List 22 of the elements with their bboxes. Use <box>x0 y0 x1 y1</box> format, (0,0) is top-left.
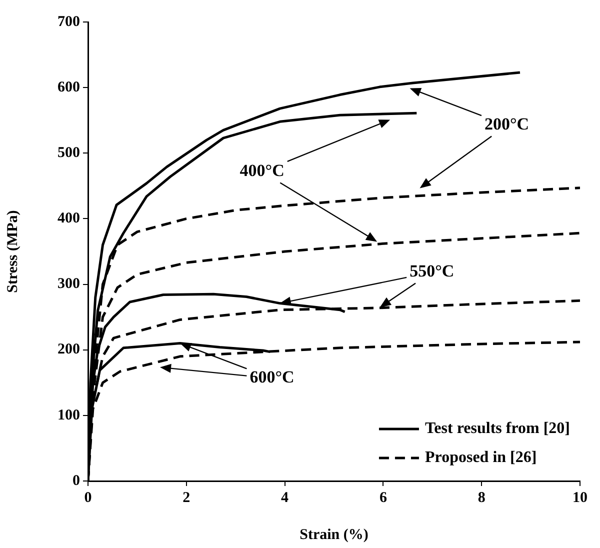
annotation: 600°C <box>250 368 294 387</box>
y-tick-label: 500 <box>58 145 80 162</box>
x-tick-label: 10 <box>572 490 588 506</box>
x-tick-label: 4 <box>281 490 290 506</box>
y-tick-label: 300 <box>58 276 80 292</box>
y-tick-label: 700 <box>58 14 80 30</box>
x-tick-label: 2 <box>182 490 190 506</box>
x-tick-label: 6 <box>379 490 388 506</box>
y-tick-label: 200 <box>58 342 80 358</box>
y-tick-label: 0 <box>72 472 80 489</box>
y-axis-title: Stress (MPa) <box>4 210 21 293</box>
x-tick-label: 0 <box>84 490 92 506</box>
legend-label: Proposed in [26] <box>424 449 537 466</box>
annotation: 200°C <box>484 114 530 134</box>
annotation: 400°C <box>240 161 284 180</box>
y-tick-label: 400 <box>58 210 80 227</box>
annotation: 550°C <box>410 262 454 281</box>
legend-label: Test results from [20] <box>424 420 570 438</box>
x-axis-title: Strain (%) <box>300 526 368 543</box>
x-tick-label: 8 <box>478 490 486 506</box>
y-tick-label: 100 <box>58 407 80 424</box>
y-tick-label: 600 <box>58 79 80 96</box>
